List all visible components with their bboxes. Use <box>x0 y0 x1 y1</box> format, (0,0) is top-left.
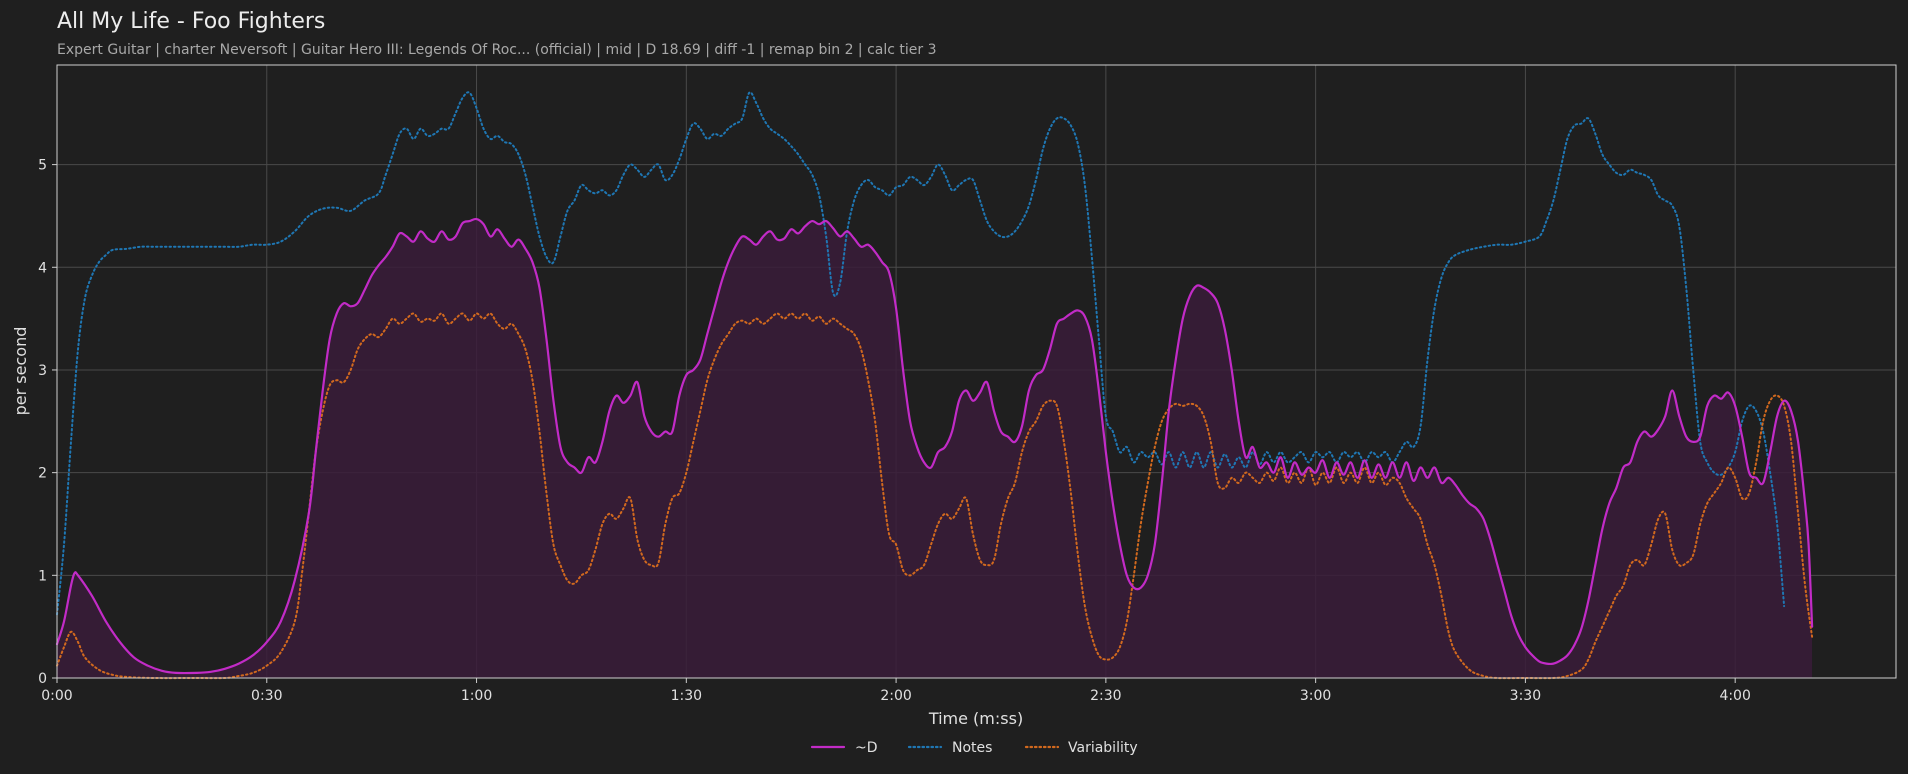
legend: ~D Notes Variability <box>810 740 1138 756</box>
area-fill <box>57 218 1813 678</box>
series-line-d <box>55 217 1814 675</box>
legend-label: ~D <box>855 740 878 756</box>
y-tick-label: 5 <box>38 158 47 174</box>
x-axis-ticks: 0:00 0:30 1:00 1:30 2:00 2:30 3:00 3:30 4:00 <box>41 678 1751 704</box>
x-tick-label: 0:30 <box>251 688 282 704</box>
x-tick-label: 0:00 <box>41 688 72 704</box>
y-tick-label: 0 <box>38 671 47 687</box>
x-tick-label: 1:00 <box>461 688 492 704</box>
y-tick-label: 2 <box>38 466 47 482</box>
legend-label: Variability <box>1068 740 1138 756</box>
x-tick-label: 2:00 <box>880 688 911 704</box>
y-axis-label: per second <box>11 327 30 416</box>
x-tick-label: 3:00 <box>1300 688 1331 704</box>
y-axis-ticks: 0 1 2 3 4 5 <box>38 158 57 687</box>
x-tick-label: 2:30 <box>1090 688 1121 704</box>
x-axis-label: Time (m:ss) <box>928 709 1023 728</box>
chart-title: All My Life - Foo Fighters <box>57 9 325 34</box>
y-tick-label: 4 <box>38 260 47 276</box>
y-tick-label: 1 <box>38 568 47 584</box>
x-tick-label: 4:00 <box>1719 688 1750 704</box>
legend-label: Notes <box>952 740 992 756</box>
y-tick-label: 3 <box>38 363 47 379</box>
series-line-notes <box>56 91 1786 616</box>
x-tick-label: 1:30 <box>671 688 702 704</box>
chart-subtitle: Expert Guitar | charter Neversoft | Guit… <box>57 42 937 58</box>
plot-frame <box>56 64 1897 679</box>
series-area-d <box>57 218 1813 678</box>
x-tick-label: 3:30 <box>1510 688 1541 704</box>
